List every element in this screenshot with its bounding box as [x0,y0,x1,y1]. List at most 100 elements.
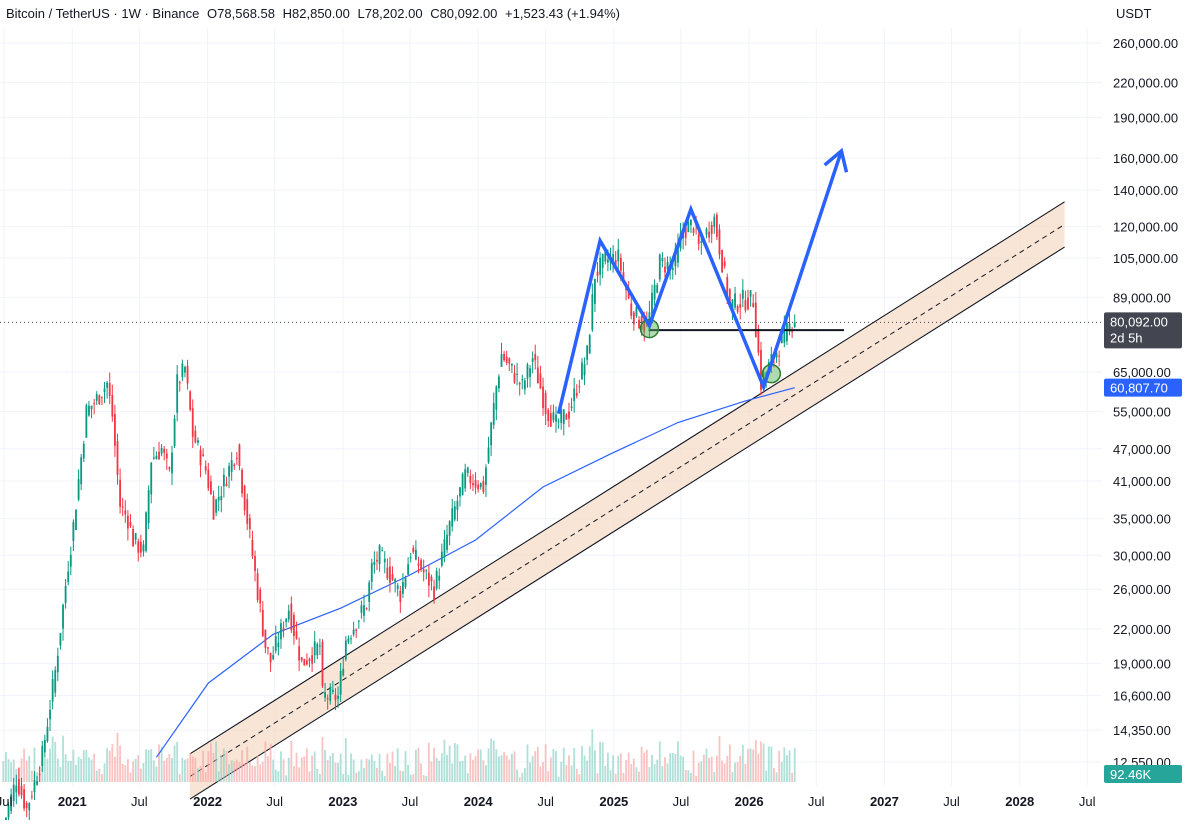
candle-body [736,306,739,312]
currency-unit-label[interactable]: USDT [1116,6,1152,21]
volume-bar [523,768,526,782]
candle-body [116,441,119,475]
volume-bar [259,764,262,782]
candle-body [256,573,259,600]
volume-bar [498,756,500,782]
volume-bar [526,744,529,782]
volume-bar [197,768,199,782]
candle-body [49,709,51,720]
volume-bar [518,777,521,782]
candle-body [573,388,576,402]
volume-bar [674,753,677,782]
volume-bar [747,749,749,782]
candle-body [355,629,358,631]
volume-bar [10,762,13,782]
candle-body [347,638,350,643]
candle-body [521,379,524,381]
volume-bar [287,757,290,782]
projection-arrowhead [823,147,849,173]
volume-bar [277,771,280,782]
candle-body [692,228,695,233]
candle-body [202,454,205,457]
volume-bar [710,756,713,782]
candle-body [422,569,425,573]
candle-body [80,457,83,485]
volume-bar [95,770,98,782]
time-tick-label: 2028 [1005,794,1034,809]
candle-body [373,561,376,566]
volume-bar [225,750,228,782]
candle-body [383,558,386,563]
candle-body [643,318,646,333]
volume-bar [285,775,288,782]
candle-body [713,216,716,227]
candle-body [95,394,98,401]
price-tick-label: 105,000.00 [1113,251,1178,266]
volume-bar [248,762,251,782]
candle-body [404,577,407,587]
volume-bar [43,758,46,782]
candle-body [658,254,661,280]
candle-body [726,277,729,297]
moving-average-badge-bg [1104,378,1182,397]
candle-body [41,745,44,767]
volume-bar [614,773,617,782]
candle-body [518,382,521,385]
volume-bar [30,770,33,782]
candle-body [184,367,186,373]
volume-bar [243,763,246,782]
candle-body [222,474,225,487]
volume-bar [788,750,791,782]
candle-body [606,259,609,263]
volume-bar [235,759,238,782]
candle-body [775,352,778,358]
volume-bar [75,764,77,782]
candle-body [233,464,236,467]
volume-bar [101,774,103,782]
candle-body [690,219,692,226]
time-tick-label: 2027 [870,794,899,809]
volume-bar [137,755,140,782]
volume-bar [430,761,433,782]
candle-body [20,785,23,796]
volume-bar [46,758,49,782]
candle-body [155,455,158,460]
candle-body [293,615,295,636]
volume-bar [560,761,563,782]
candle-body [503,353,506,361]
volume-bar [534,751,537,782]
volume-bar [59,766,62,782]
volume-bar [508,759,511,782]
candle-body [30,796,33,798]
pattern-projection-path [556,150,844,415]
volume-bar [679,755,682,782]
candle-body [409,557,412,559]
volume-bar [718,735,721,782]
volume-bar [202,750,205,782]
volume-bar [510,753,513,782]
candle-body [376,559,378,562]
volume-bar [329,756,332,782]
volume-bar [604,765,607,782]
volume-bar [150,749,153,782]
candle-body [10,794,13,812]
candle-body [632,312,635,325]
candle-body [487,447,490,463]
candle-body [715,214,718,237]
volume-bar [767,746,770,782]
volume-badge: 92.46K [1104,765,1182,783]
volume-bar [111,744,114,782]
candle-body [254,555,256,571]
candle-body [194,430,197,443]
candle-body [485,467,487,485]
candle-body [303,658,306,666]
volume-bar [77,756,80,782]
volume-bar [181,757,184,782]
volume-bar [85,749,88,782]
candle-body [453,506,456,520]
candle-body [513,372,516,383]
candle-body [38,774,41,776]
volume-bar [238,761,241,782]
